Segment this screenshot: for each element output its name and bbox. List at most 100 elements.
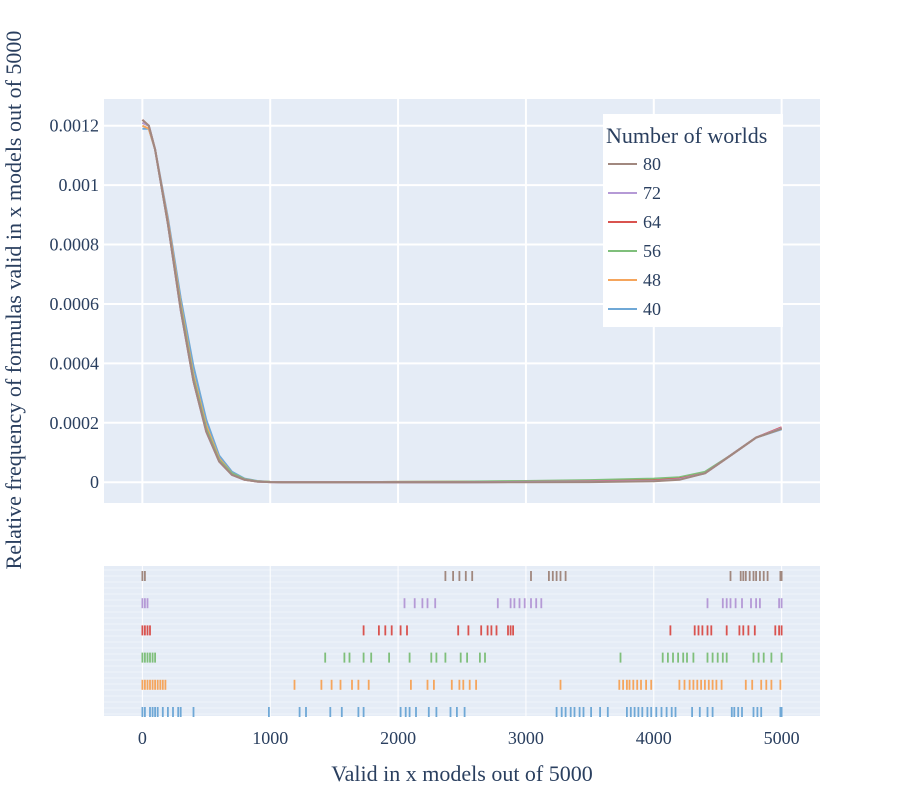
rug-mark-48 xyxy=(640,679,642,690)
rug-mark-64 xyxy=(384,625,387,636)
rug-mark-48 xyxy=(559,679,562,690)
rug-mark-40 xyxy=(711,707,714,717)
rug-mark-64 xyxy=(141,625,144,636)
rug-mark-56 xyxy=(435,652,438,663)
rug-mark-72 xyxy=(778,598,780,609)
rug-mark-80 xyxy=(744,571,747,581)
rug-mark-64 xyxy=(706,625,709,636)
rug-mark-72 xyxy=(734,598,737,609)
x-tick-labels: 0 1000 2000 3000 4000 5000 xyxy=(138,728,800,748)
legend-label-56: 56 xyxy=(643,241,661,261)
rug-mark-72 xyxy=(426,598,429,609)
rug-mark-48 xyxy=(692,679,695,690)
rug-mark-56 xyxy=(725,652,728,663)
legend-label-80: 80 xyxy=(643,154,661,174)
x-tick-label: 3000 xyxy=(508,728,544,748)
rug-mark-64 xyxy=(725,625,728,636)
rug-mark-64 xyxy=(378,625,380,636)
rug-mark-80 xyxy=(742,571,745,581)
rug-mark-48 xyxy=(700,679,702,690)
rug-mark-56 xyxy=(692,652,695,663)
rug-mark-40 xyxy=(172,707,174,717)
rug-mark-64 xyxy=(390,625,393,636)
rug-mark-40 xyxy=(582,707,585,717)
rug-mark-64 xyxy=(399,625,402,636)
rug-mark-72 xyxy=(741,598,743,609)
rug-mark-48 xyxy=(475,679,477,690)
rug-mark-80 xyxy=(755,571,757,581)
rug-mark-48 xyxy=(468,679,471,690)
rug-mark-80 xyxy=(779,571,782,581)
rug-mark-48 xyxy=(141,679,144,690)
rug-mark-48 xyxy=(632,679,635,690)
rug-mark-72 xyxy=(421,598,424,609)
rug-mark-80 xyxy=(780,571,783,581)
rug-mark-48 xyxy=(146,679,149,690)
legend[interactable]: Number of worlds 80 72 64 56 48 40 xyxy=(603,114,783,327)
rug-mark-48 xyxy=(462,679,465,690)
rug-mark-48 xyxy=(161,679,164,690)
rug-mark-48 xyxy=(320,679,323,690)
rug-mark-56 xyxy=(151,652,154,663)
rug-mark-56 xyxy=(661,652,664,663)
rug-mark-72 xyxy=(759,598,761,609)
rug-mark-40 xyxy=(141,707,144,717)
rug-mark-48 xyxy=(164,679,167,690)
rug-mark-64 xyxy=(697,625,700,636)
rug-mark-56 xyxy=(388,652,390,663)
rug-mark-56 xyxy=(370,652,373,663)
rug-mark-40 xyxy=(555,707,558,717)
rug-mark-40 xyxy=(606,707,609,717)
rug-mark-40 xyxy=(573,707,576,717)
rug-mark-48 xyxy=(618,679,621,690)
rug-mark-72 xyxy=(496,598,499,609)
y-tick-label: 0.001 xyxy=(59,175,100,195)
rug-mark-56 xyxy=(348,652,351,663)
rug-mark-40 xyxy=(756,707,759,717)
rug-mark-72 xyxy=(141,598,144,609)
rug-mark-80 xyxy=(452,571,454,581)
rug-mark-40 xyxy=(463,707,466,717)
rug-mark-48 xyxy=(688,679,691,690)
legend-label-64: 64 xyxy=(643,212,661,232)
rug-mark-40 xyxy=(733,707,736,717)
rug-mark-40 xyxy=(151,707,154,717)
rug-mark-48 xyxy=(144,679,146,690)
rug-mark-48 xyxy=(433,679,435,690)
rug-mark-72 xyxy=(530,598,532,609)
rug-mark-56 xyxy=(324,652,327,663)
rug-mark-48 xyxy=(711,679,714,690)
rug-mark-56 xyxy=(479,652,481,663)
x-tick-label: 5000 xyxy=(764,728,800,748)
rug-mark-40 xyxy=(435,707,438,717)
rug-mark-40 xyxy=(179,707,182,717)
rug-mark-40 xyxy=(362,707,365,717)
rug-mark-40 xyxy=(698,707,701,717)
rug-mark-56 xyxy=(682,652,685,663)
rug-mark-40 xyxy=(560,707,563,717)
rug-mark-64 xyxy=(778,625,780,636)
rug-mark-40 xyxy=(674,707,677,717)
rug-mark-40 xyxy=(427,707,430,717)
series-line-80 xyxy=(141,119,782,484)
rug-mark-80 xyxy=(464,571,467,581)
rug-mark-72 xyxy=(540,598,543,609)
y-tick-label: 0.0006 xyxy=(50,294,100,314)
rug-mark-48 xyxy=(410,679,412,690)
y-tick-labels: 0 0.0002 0.0004 0.0006 0.0008 0.001 0.0012 xyxy=(50,116,100,492)
rug-mark-64 xyxy=(753,625,756,636)
rug-mark-56 xyxy=(430,652,433,663)
rug-mark-80 xyxy=(551,571,554,581)
rug-mark-64 xyxy=(742,625,745,636)
x-tick-label: 0 xyxy=(138,728,147,748)
rug-mark-64 xyxy=(406,625,408,636)
y-tick-label: 0.0012 xyxy=(50,116,100,136)
rug-mark-80 xyxy=(559,571,562,581)
rug-mark-64 xyxy=(149,625,151,636)
rug-mark-40 xyxy=(298,707,301,717)
rug-mark-40 xyxy=(329,707,332,717)
rug-mark-40 xyxy=(670,707,673,717)
rug-mark-40 xyxy=(167,707,169,717)
rug-mark-56 xyxy=(711,652,714,663)
rug-mark-56 xyxy=(619,652,622,663)
